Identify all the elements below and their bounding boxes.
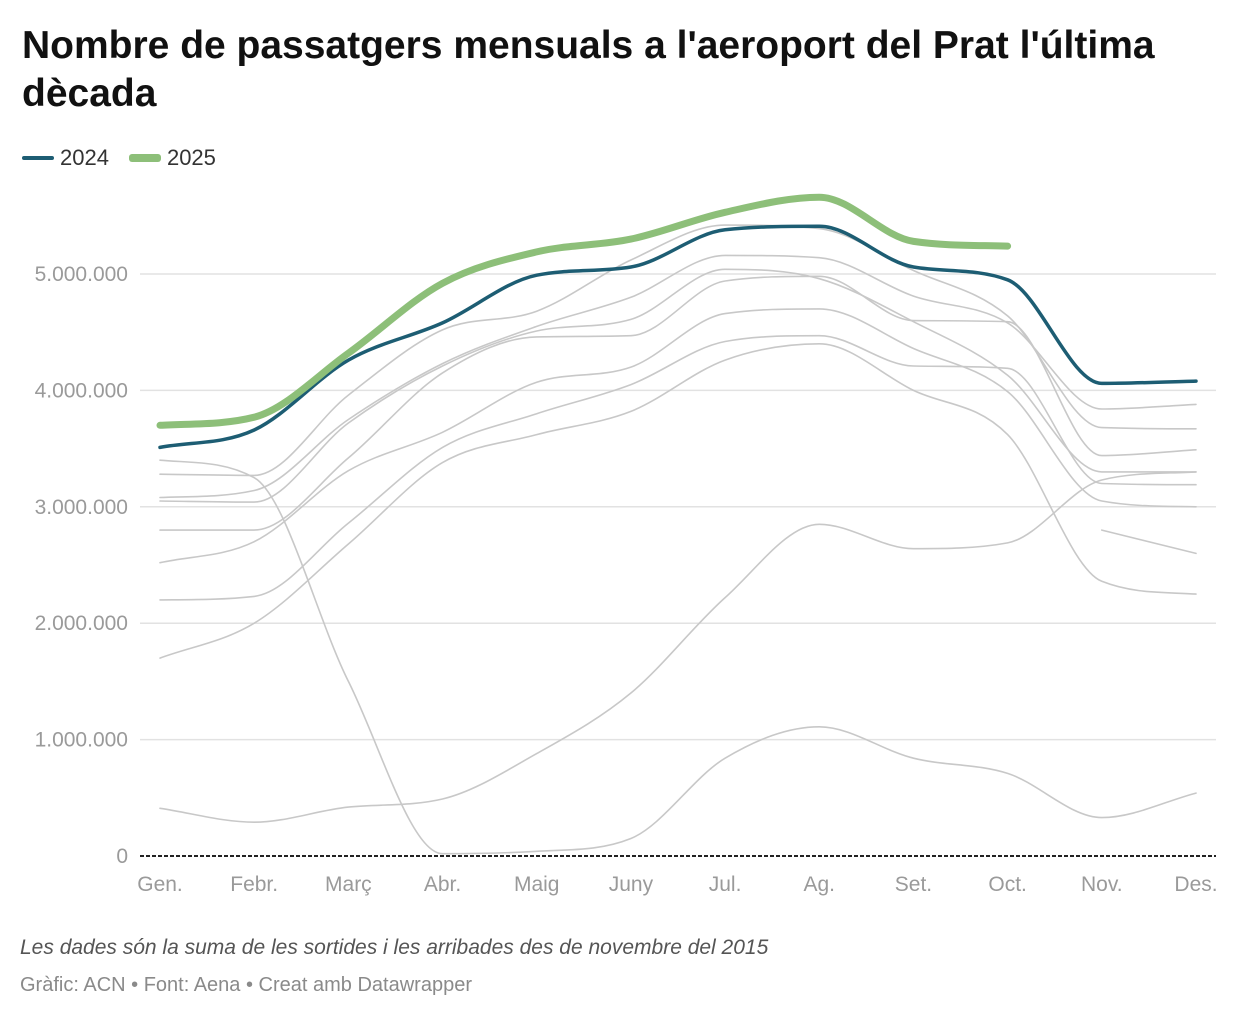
series-line-background-2 [159,334,1197,601]
y-tick-label: 0 [116,845,128,868]
y-tick-label: 4.000.000 [35,379,128,402]
series-layer [156,193,1198,855]
x-tick-label: Gen. [137,873,183,896]
chart-source: Gràfic: ACN • Font: Aena • Creat amb Dat… [20,974,472,996]
legend-swatch-2025 [128,154,161,162]
grid-layer [140,273,1216,741]
series-line-background-0 [1101,529,1197,555]
x-tick-label: Jul. [709,873,742,896]
axis-layer: 0 1.000.000 2.000.000 3.000.000 4.000.000 5.0… [35,263,1218,896]
x-tick-label: Març [325,873,372,896]
x-tick-label: Ag. [804,873,836,896]
legend-item-2025: 2025 [128,145,216,171]
legend-swatch-2024 [22,156,54,160]
series-line-background-3 [159,459,1197,855]
chart-title: Nombre de passatgers mensuals a l'aeropo… [22,24,1155,115]
series-line-background-5 [159,308,1197,564]
x-tick-label: Abr. [424,873,461,896]
legend: 2024 2025 [22,144,236,172]
x-tick-label: Set. [895,873,932,896]
line-chart: 0 1.000.000 2.000.000 3.000.000 4.000.000 5.0… [35,193,1218,896]
y-tick-label: 1.000.000 [35,729,128,752]
series-line-background-8 [159,224,1197,477]
series-line-background-9 [159,268,1197,503]
series-line-background-1 [159,343,1197,659]
legend-label-2024: 2024 [60,145,109,170]
legend-label-2025: 2025 [166,145,216,170]
y-tick-label: 5.000.000 [35,263,128,286]
chart-note: Les dades són la suma de les sortides i … [20,936,769,959]
x-tick-label: Maig [514,873,560,896]
series-line-background-4 [159,471,1197,823]
series-line-2024 [158,224,1198,450]
x-tick-label: Febr. [230,873,278,896]
series-line-2025 [156,193,1012,429]
legend-item-2024: 2024 [22,145,109,171]
x-tick-label: Des. [1174,873,1217,896]
x-tick-label: Nov. [1081,873,1123,896]
x-tick-label: Oct. [988,873,1027,896]
y-tick-label: 3.000.000 [35,496,128,519]
y-tick-label: 2.000.000 [35,612,128,635]
series-line-background-7 [159,254,1197,499]
x-tick-label: Juny [609,873,654,896]
